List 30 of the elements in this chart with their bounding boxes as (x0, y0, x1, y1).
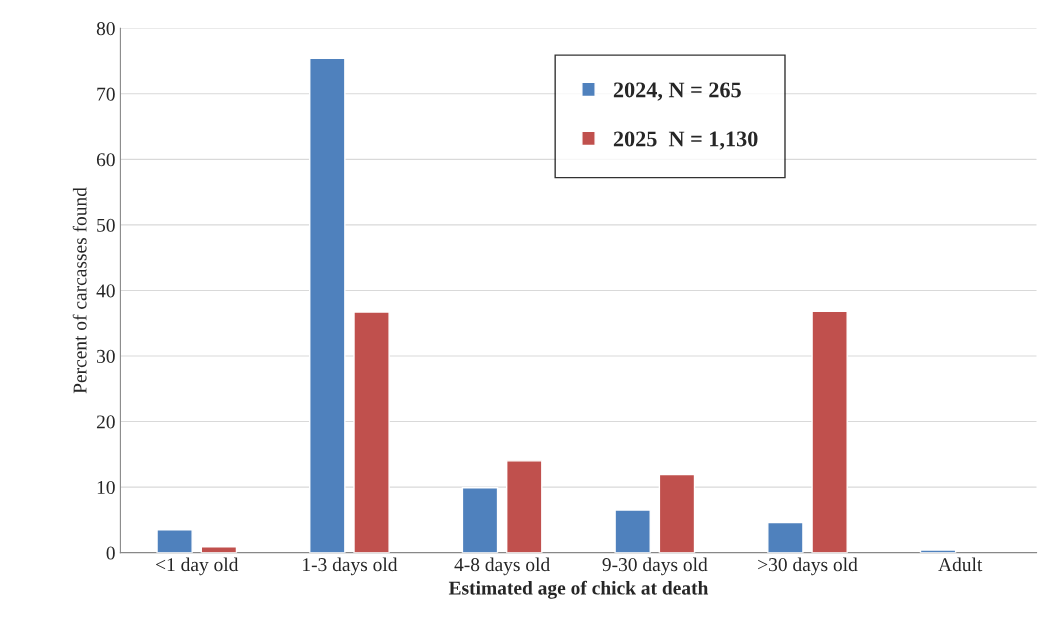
legend-label: 2024, N = 265 (613, 82, 741, 101)
x-tick-label: >30 days old (758, 557, 858, 576)
bar (658, 473, 696, 553)
y-tick-label: 30 (97, 349, 115, 363)
y-axis-title: Percent of carcasses found (72, 187, 87, 394)
bar (811, 310, 848, 553)
legend-label: 2025 N = 1,130 (613, 131, 758, 150)
bar (309, 57, 346, 553)
bar (156, 529, 193, 553)
y-tick-label: 50 (97, 218, 115, 232)
y-tick-label: 80 (96, 22, 115, 36)
bar (200, 546, 238, 553)
bar (767, 521, 804, 553)
bar (353, 311, 390, 553)
y-tick-label: 40 (96, 284, 115, 298)
x-tick-label: Adult (938, 557, 983, 572)
y-tick-label: 70 (97, 87, 115, 101)
bar (461, 487, 499, 553)
y-tick-label: 60 (96, 153, 115, 167)
bar (614, 509, 651, 553)
y-tick-label: 20 (96, 415, 115, 429)
x-tick-label: 9-30 days old (602, 557, 708, 576)
x-tick-label: 4-8 days old (454, 557, 550, 576)
x-axis-title: Estimated age of chick at death (448, 580, 709, 599)
y-tick-label: 10 (97, 480, 115, 495)
bar (506, 460, 543, 553)
x-tick-label: 1-3 days old (303, 557, 398, 576)
y-tick-label: 0 (106, 546, 115, 560)
x-tick-label: <1 day old (156, 557, 239, 576)
bar (919, 549, 957, 553)
